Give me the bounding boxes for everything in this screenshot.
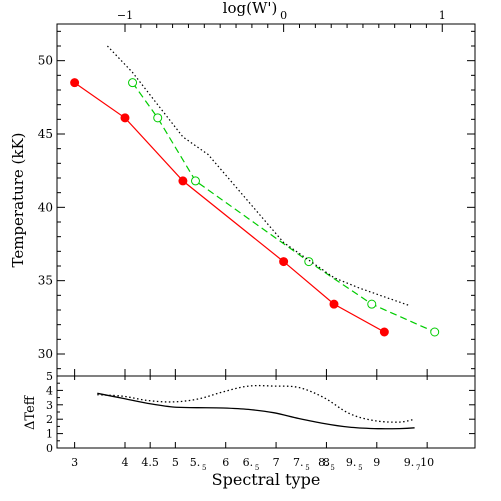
lower-x-tick-label: 4	[121, 456, 128, 469]
main-series-group	[70, 45, 440, 337]
data-point-filled	[178, 176, 188, 186]
main-y-tick-label: 40	[38, 200, 53, 214]
lower-x-subtick-subscript: 5	[202, 464, 206, 472]
lower-y-tick-label: 4	[46, 384, 53, 397]
lower-x-subtick-label: 8.	[318, 456, 329, 469]
top-tick-label: 1	[439, 9, 446, 22]
lower-y-tick-label: 3	[46, 399, 53, 412]
lower-x-subtick-label: 9.	[346, 456, 357, 469]
lower-series-group	[97, 384, 415, 430]
lower-y-tick-label: 5	[46, 370, 53, 383]
lower-x-subtick-label: 7.	[293, 456, 304, 469]
lower-x-subtick-subscript: 5	[330, 464, 334, 472]
data-point-filled	[70, 78, 80, 88]
main-y-axis-label: Temperature (kK)	[9, 132, 27, 267]
series-line-2	[106, 45, 410, 307]
main-y-tick-label: 35	[38, 274, 53, 288]
lower-x-subtick-label: 5.	[190, 456, 201, 469]
main-y-tick-label: 50	[38, 54, 53, 68]
lower-x-tick-label: 10	[420, 456, 434, 469]
series-line-0	[74, 82, 385, 333]
data-point-open	[367, 299, 377, 309]
lower-x-subtick-subscript: 7	[416, 464, 420, 472]
data-point-filled	[379, 327, 389, 337]
lower-y-tick-label: 2	[46, 413, 53, 426]
temperature-panel: 30 35 40 45 50 −1 0 1 Temperature (kK)	[9, 9, 476, 377]
lower-x-subtick-label: 9.	[404, 456, 415, 469]
data-point-filled	[329, 299, 339, 309]
lower-y-tick-label: 0	[46, 442, 53, 455]
lower-x-tick-label: 6	[222, 456, 229, 469]
lower-series-line-0	[97, 392, 415, 430]
data-point-open	[304, 257, 314, 267]
top-tick-label: −1	[117, 9, 133, 22]
lower-x-subtick-subscript: 5	[305, 464, 309, 472]
series-line-1	[132, 82, 435, 333]
data-point-filled	[120, 113, 130, 123]
lower-x-tick-label: 4.5	[141, 456, 159, 469]
lower-x-subtick-subscript: 5	[358, 464, 362, 472]
main-axis-ticks: 30 35 40 45 50 −1 0 1	[38, 9, 475, 376]
lower-x-tick-label: 3	[71, 456, 78, 469]
data-point-filled	[279, 257, 289, 267]
data-point-open	[190, 176, 200, 186]
lower-x-tick-label: 9	[373, 456, 380, 469]
main-y-tick-label: 30	[38, 347, 53, 361]
main-y-tick-label: 45	[38, 127, 53, 141]
lower-series-line-1	[97, 384, 415, 423]
data-point-open	[153, 113, 163, 123]
lower-x-tick-label: 5	[172, 456, 179, 469]
lower-x-tick-label: 7	[273, 456, 280, 469]
x-axis-label: Spectral type	[212, 470, 321, 489]
lower-x-subtick-subscript: 5	[255, 464, 259, 472]
lower-y-axis-label: ΔTeff	[23, 394, 38, 430]
data-point-open	[128, 78, 138, 88]
data-point-open	[430, 327, 440, 337]
lower-x-subtick-label: 6.	[243, 456, 254, 469]
top-tick-label: 0	[280, 9, 287, 22]
lower-y-tick-label: 1	[46, 428, 53, 441]
top-axis-label: log(W')	[223, 0, 278, 17]
main-plot-frame	[56, 23, 476, 377]
lower-x-tick-label: 8	[323, 456, 330, 469]
